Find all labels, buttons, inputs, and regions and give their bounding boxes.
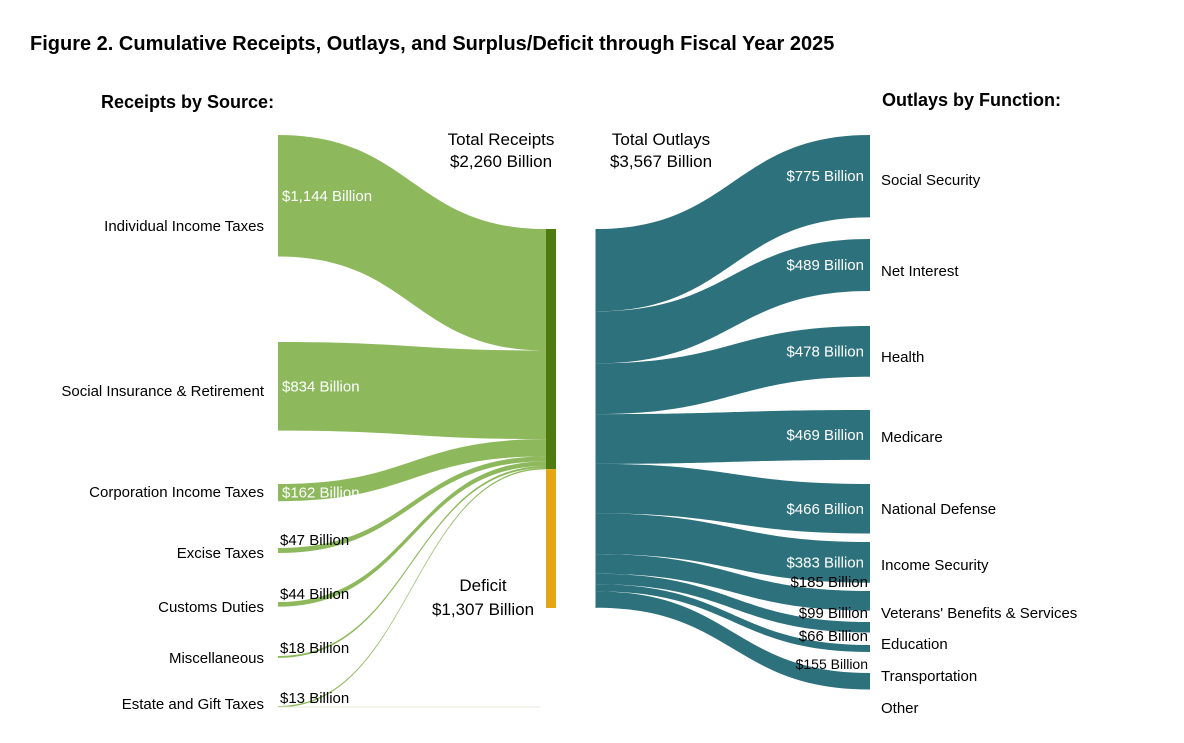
deficit-value: $1,307 Billion bbox=[432, 600, 534, 619]
outlay-flow-income-security bbox=[596, 513, 870, 583]
flows-layer bbox=[278, 135, 870, 708]
outlay-label-net-interest: Net Interest bbox=[881, 263, 959, 280]
outlay-flow-other bbox=[596, 591, 870, 690]
receipt-flow-miscellaneous bbox=[278, 466, 546, 658]
outlay-flow-education bbox=[596, 573, 870, 633]
receipt-label-individual-income-taxes: Individual Income Taxes bbox=[104, 218, 264, 235]
outlay-value-medicare: $469 Billion bbox=[786, 427, 864, 444]
deficit-bar bbox=[546, 469, 556, 608]
outlay-value-transportation: $66 Billion bbox=[799, 628, 868, 645]
outlay-value-other: $155 Billion bbox=[796, 656, 868, 672]
total-outlays-value: $3,567 Billion bbox=[610, 152, 712, 171]
receipt-label-corporation-income-taxes: Corporation Income Taxes bbox=[89, 484, 264, 501]
total-receipts-value: $2,260 Billion bbox=[450, 152, 552, 171]
outlay-label-income-security: Income Security bbox=[881, 557, 989, 574]
receipt-flow-excise-taxes bbox=[278, 456, 546, 553]
receipt-value-estate-and-gift-taxes: $13 Billion bbox=[280, 690, 349, 707]
outlay-label-health: Health bbox=[881, 349, 924, 366]
outlay-label-transportation: Transportation bbox=[881, 668, 977, 685]
receipt-flow-customs-duties bbox=[278, 461, 546, 607]
receipt-flow-corporation-income-taxes bbox=[278, 439, 546, 502]
outlay-label-national-defense: National Defense bbox=[881, 501, 996, 518]
receipt-flow-estate-and-gift-taxes bbox=[278, 467, 546, 708]
bars-layer bbox=[546, 229, 556, 608]
receipt-flow-individual-income-taxes bbox=[278, 135, 546, 351]
deficit-label: Deficit bbox=[459, 576, 507, 595]
receipt-value-corporation-income-taxes: $162 Billion bbox=[282, 485, 360, 502]
receipt-value-social-insurance-retirement: $834 Billion bbox=[282, 378, 360, 395]
outlay-flow-medicare bbox=[596, 410, 870, 464]
labels-layer: Individual Income Taxes $1,144 Billion Soc… bbox=[61, 168, 1077, 717]
outlay-label-other: Other bbox=[881, 700, 919, 717]
receipt-value-individual-income-taxes: $1,144 Billion bbox=[282, 188, 372, 205]
outlay-flow-health bbox=[596, 326, 870, 415]
receipt-flow-social-insurance-retirement bbox=[278, 342, 546, 440]
receipt-value-excise-taxes: $47 Billion bbox=[280, 532, 349, 549]
outlay-value-national-defense: $466 Billion bbox=[786, 501, 864, 518]
receipt-label-estate-and-gift-taxes: Estate and Gift Taxes bbox=[122, 696, 264, 713]
total-receipts-bar bbox=[546, 229, 556, 470]
receipt-label-social-insurance-retirement: Social Insurance & Retirement bbox=[61, 383, 264, 400]
outlays-heading: Outlays by Function: bbox=[882, 90, 1061, 110]
outlay-value-social-security: $775 Billion bbox=[786, 168, 864, 185]
chart-title: Figure 2. Cumulative Receipts, Outlays, … bbox=[30, 33, 834, 55]
outlay-value-net-interest: $489 Billion bbox=[786, 257, 864, 274]
receipt-label-excise-taxes: Excise Taxes bbox=[177, 545, 264, 562]
outlay-label-medicare: Medicare bbox=[881, 429, 943, 446]
total-outlays-label: Total Outlays bbox=[612, 130, 710, 149]
outlay-label-education: Education bbox=[881, 636, 948, 653]
outlay-flow-national-defense bbox=[596, 463, 870, 534]
receipt-label-customs-duties: Customs Duties bbox=[158, 599, 264, 616]
outlay-value-health: $478 Billion bbox=[786, 343, 864, 360]
outlay-value-education: $99 Billion bbox=[799, 605, 868, 622]
receipts-heading: Receipts by Source: bbox=[101, 92, 274, 112]
outlay-label-social-security: Social Security bbox=[881, 172, 981, 189]
outlay-label-veterans-benefits-services: Veterans' Benefits & Services bbox=[881, 605, 1077, 622]
total-receipts-label: Total Receipts bbox=[448, 130, 555, 149]
outlay-value-income-security: $383 Billion bbox=[786, 554, 864, 571]
outlay-flow-transportation bbox=[596, 584, 870, 653]
receipt-label-miscellaneous: Miscellaneous bbox=[169, 650, 264, 667]
receipt-value-customs-duties: $44 Billion bbox=[280, 586, 349, 603]
outlay-value-veterans-benefits-services: $185 Billion bbox=[790, 574, 868, 591]
outlay-flow-social-security bbox=[596, 135, 870, 312]
receipt-value-miscellaneous: $18 Billion bbox=[280, 640, 349, 657]
outlay-flow-net-interest bbox=[596, 239, 870, 364]
outlay-flow-veterans-benefits-services bbox=[596, 554, 870, 611]
